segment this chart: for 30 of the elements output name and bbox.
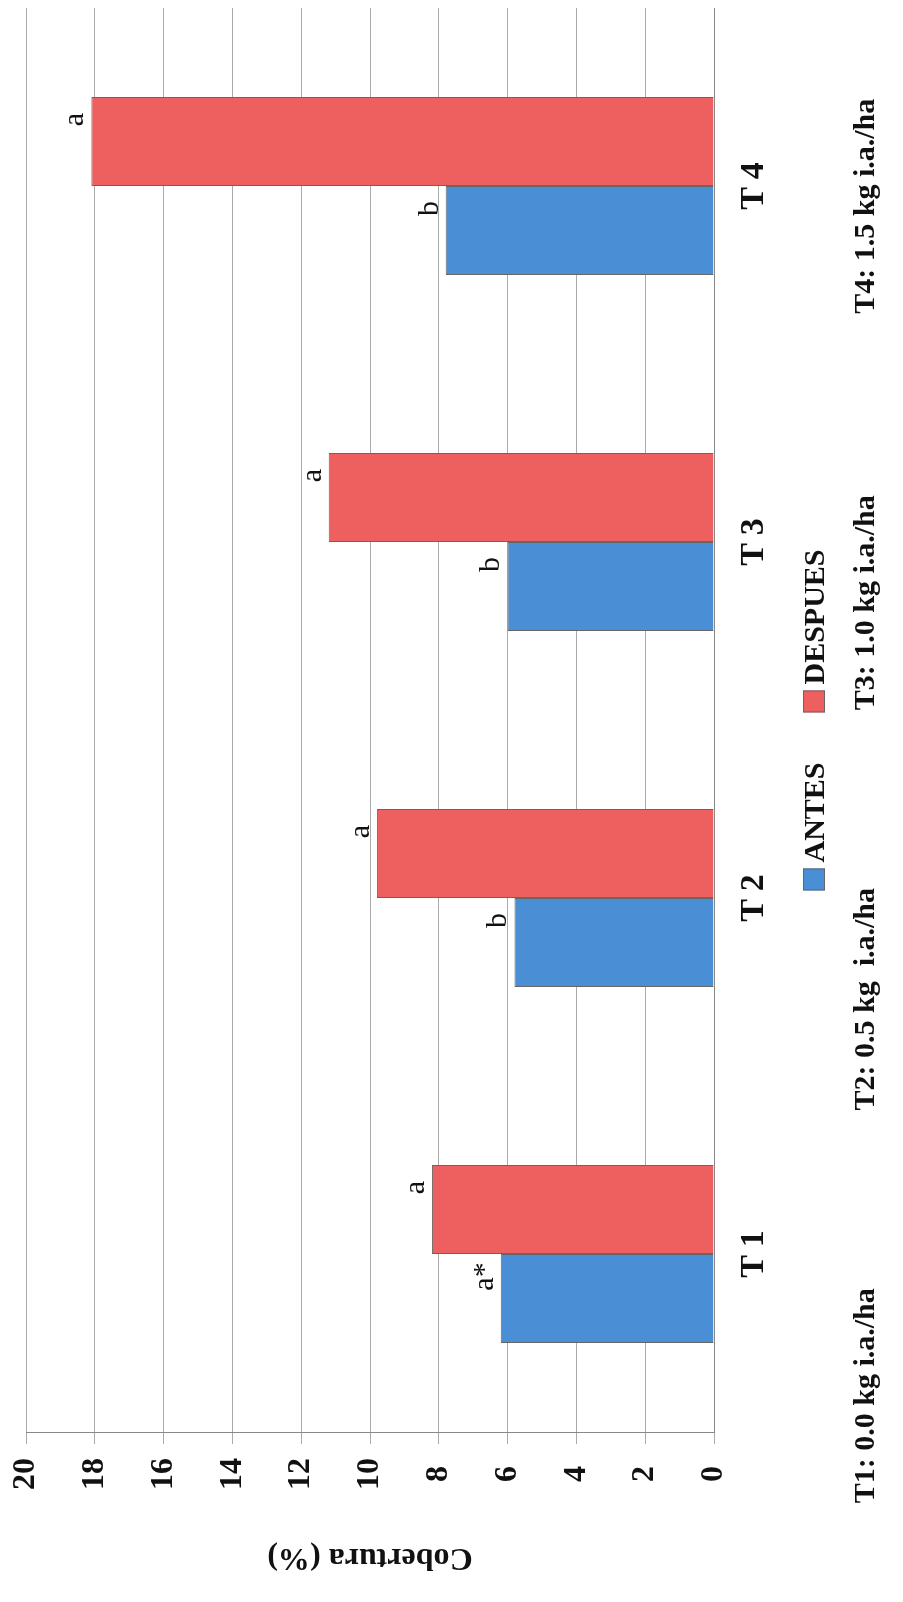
- annotation: a: [396, 1180, 430, 1195]
- annotation: b: [410, 201, 444, 216]
- y-tick-label: T 3: [732, 518, 770, 566]
- annotation: a: [341, 824, 375, 839]
- annotation: a*: [465, 1262, 499, 1291]
- text: DESPUES: [797, 549, 831, 685]
- annotation: a: [293, 468, 327, 483]
- annotation: b: [479, 913, 513, 928]
- y-tick-label: T 4: [732, 162, 770, 210]
- x-tick-label: 10: [349, 1458, 386, 1490]
- text: T2: 0.5 kg i.a./ha: [846, 887, 880, 1111]
- text: ANTES: [797, 762, 831, 863]
- x-tick-label: 8: [418, 1466, 455, 1482]
- x-tick-label: 14: [211, 1458, 248, 1490]
- annotation: b: [472, 557, 506, 572]
- x-tick-label: 12: [280, 1458, 317, 1490]
- x-tick-label: 6: [486, 1466, 523, 1482]
- y-tick-label: T 2: [732, 874, 770, 922]
- x-tick-label: 2: [624, 1466, 661, 1482]
- x-tick-label: 18: [74, 1458, 111, 1490]
- x-tick-label: 16: [142, 1458, 179, 1490]
- y-tick-label: T 1: [732, 1230, 770, 1278]
- x-tick-label: 0: [693, 1466, 730, 1482]
- x-tick-label: 4: [555, 1466, 592, 1482]
- text: T1: 0.0 kg i.a./ha: [846, 1288, 880, 1504]
- x-axis-title: Cobertura (%): [267, 1541, 473, 1578]
- annotation: a: [56, 112, 90, 127]
- text: T4: 1.5 kg i.a./ha: [846, 98, 880, 314]
- x-tick-label: 20: [5, 1458, 42, 1490]
- text: T3: 1.0 kg i.a./ha: [846, 495, 880, 711]
